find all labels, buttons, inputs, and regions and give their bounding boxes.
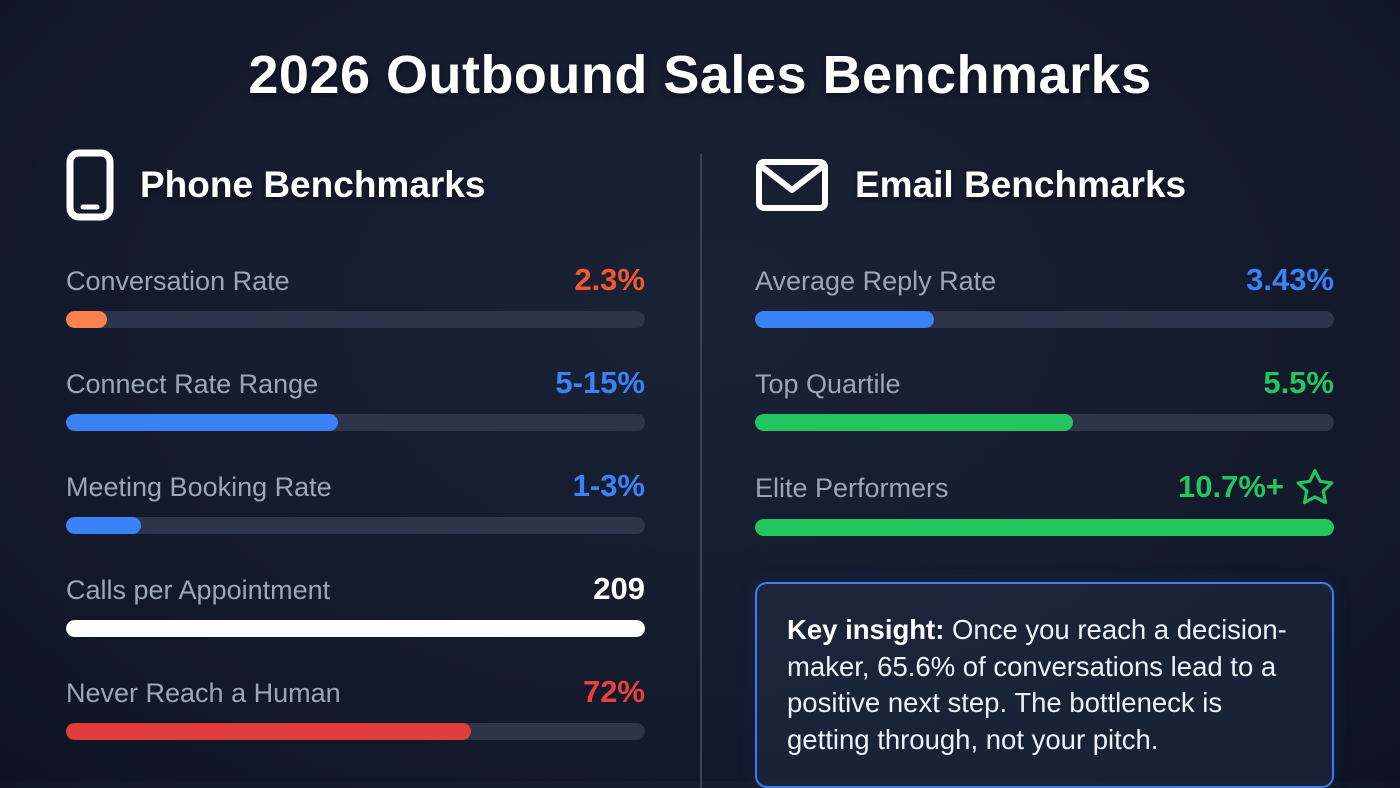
metric-value: 209 (593, 571, 645, 606)
progress-bar-track (66, 414, 645, 431)
progress-bar-fill (66, 723, 472, 740)
metric-label: Conversation Rate (66, 266, 290, 296)
metric-value: 10.7%+ (1178, 468, 1334, 506)
progress-bar-track (66, 311, 645, 328)
progress-bar-fill (66, 311, 107, 328)
progress-bar-track (755, 414, 1334, 431)
progress-bar-fill (66, 620, 645, 637)
metric-label: Elite Performers (755, 473, 949, 503)
star-icon (1296, 468, 1334, 506)
progress-bar-fill (755, 414, 1074, 431)
progress-bar-track (755, 311, 1334, 328)
metric-value: 3.43% (1246, 262, 1334, 297)
progress-bar-track (66, 517, 645, 534)
envelope-icon (755, 158, 829, 212)
metric-row-conversation-rate: Conversation Rate 2.3% (66, 262, 645, 328)
metric-label: Top Quartile (755, 369, 901, 399)
smartphone-icon (66, 149, 114, 221)
metric-row-elite-performers: Elite Performers 10.7%+ (755, 468, 1334, 536)
email-benchmarks-section: Email Benchmarks Average Reply Rate 3.43… (755, 148, 1334, 788)
metric-row-top-quartile: Top Quartile 5.5% (755, 365, 1334, 431)
page-title: 2026 Outbound Sales Benchmarks (248, 45, 1152, 105)
metric-row-meeting-booking-rate: Meeting Booking Rate 1-3% (66, 468, 645, 534)
progress-bar-track (66, 723, 645, 740)
metric-label: Calls per Appointment (66, 575, 331, 605)
progress-bar-fill (66, 414, 339, 431)
phone-section-header: Phone Benchmarks (66, 148, 645, 222)
metric-label: Meeting Booking Rate (66, 472, 332, 502)
metric-value-text: 10.7%+ (1177, 469, 1284, 504)
metric-row-connect-rate: Connect Rate Range 5-15% (66, 365, 645, 431)
vertical-divider (700, 154, 702, 788)
key-insight-lead: Key insight: (787, 614, 945, 645)
metric-label: Connect Rate Range (66, 369, 319, 399)
phone-section-title: Phone Benchmarks (140, 164, 486, 205)
metric-row-average-reply-rate: Average Reply Rate 3.43% (755, 262, 1334, 328)
metric-label: Average Reply Rate (755, 266, 997, 296)
metric-value: 2.3% (574, 262, 645, 297)
metric-row-calls-per-appointment: Calls per Appointment 209 (66, 571, 645, 637)
metric-value: 1-3% (572, 468, 645, 503)
email-section-header: Email Benchmarks (755, 148, 1334, 222)
key-insight-box: Key insight: Once you reach a decision-m… (755, 582, 1334, 788)
columns-wrapper: Phone Benchmarks Conversation Rate 2.3% … (0, 148, 1400, 788)
email-section-title: Email Benchmarks (855, 164, 1187, 205)
progress-bar-track (755, 519, 1334, 536)
metric-value: 5.5% (1263, 365, 1334, 400)
progress-bar-fill (755, 311, 935, 328)
metric-value: 5-15% (555, 365, 645, 400)
progress-bar-fill (755, 519, 1334, 536)
key-insight-text: Once you reach a decision-maker, 65.6% o… (787, 614, 1287, 755)
progress-bar-fill (66, 517, 142, 534)
metric-value: 72% (582, 674, 645, 709)
progress-bar-track (66, 620, 645, 637)
metric-label: Never Reach a Human (66, 678, 341, 708)
phone-benchmarks-section: Phone Benchmarks Conversation Rate 2.3% … (66, 148, 645, 788)
metric-row-never-reach-human: Never Reach a Human 72% (66, 674, 645, 740)
